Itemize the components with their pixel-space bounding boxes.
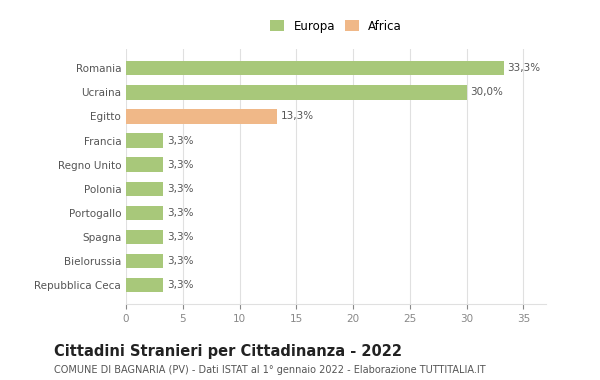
Bar	[126, 206, 163, 220]
Bar	[126, 182, 163, 196]
Text: 3,3%: 3,3%	[167, 160, 193, 169]
Text: 3,3%: 3,3%	[167, 184, 193, 194]
Legend: Europa, Africa: Europa, Africa	[270, 20, 402, 33]
Bar	[126, 230, 163, 244]
Bar	[126, 109, 277, 124]
Text: 33,3%: 33,3%	[508, 63, 541, 73]
Bar	[126, 278, 163, 293]
Text: 13,3%: 13,3%	[280, 111, 314, 122]
Text: 3,3%: 3,3%	[167, 280, 193, 290]
Text: 3,3%: 3,3%	[167, 136, 193, 146]
Bar	[126, 157, 163, 172]
Bar	[126, 85, 467, 100]
Bar	[126, 133, 163, 148]
Bar	[126, 254, 163, 268]
Bar	[126, 61, 504, 76]
Text: 3,3%: 3,3%	[167, 232, 193, 242]
Text: 3,3%: 3,3%	[167, 256, 193, 266]
Text: 3,3%: 3,3%	[167, 208, 193, 218]
Text: 30,0%: 30,0%	[470, 87, 503, 97]
Text: COMUNE DI BAGNARIA (PV) - Dati ISTAT al 1° gennaio 2022 - Elaborazione TUTTITALI: COMUNE DI BAGNARIA (PV) - Dati ISTAT al …	[54, 365, 485, 375]
Text: Cittadini Stranieri per Cittadinanza - 2022: Cittadini Stranieri per Cittadinanza - 2…	[54, 344, 402, 359]
